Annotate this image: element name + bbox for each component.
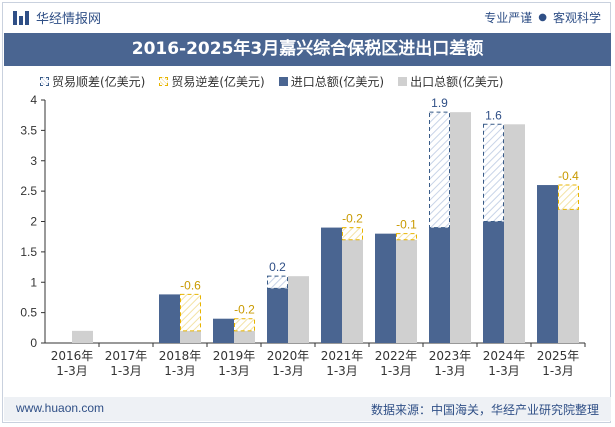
x-tick-label: 2019年: [213, 349, 256, 363]
legend-swatch-deficit: [159, 77, 169, 86]
y-tick-label: 3: [30, 154, 37, 168]
tagline: 专业严谨 ● 客观科学: [484, 9, 601, 26]
legend-item-export: 出口总额(亿美元): [398, 73, 504, 90]
labels-group: -0.6 -0.2 0.2 -0.2 -0.1 1.9 1.6 -0.4: [180, 96, 579, 317]
x-tick-label: 1-3月: [434, 364, 466, 378]
tagline-separator: ●: [538, 12, 547, 23]
bars-group: [72, 111, 579, 344]
import-bar: [321, 227, 342, 343]
import-bar: [483, 221, 504, 343]
import-bar: [267, 288, 288, 343]
x-tick-label: 2022年: [375, 349, 418, 363]
import-bar: [213, 318, 234, 343]
x-tick-label: 2020年: [267, 349, 310, 363]
logo-icon: [12, 9, 30, 27]
deficit-data-label: -0.4: [558, 169, 579, 183]
x-tick-label: 1-3月: [326, 364, 358, 378]
surplus-data-label: 1.9: [431, 96, 448, 110]
x-tick-label: 1-3月: [56, 364, 88, 378]
surplus-bar: [267, 275, 288, 289]
brand[interactable]: 华经情报网: [12, 8, 101, 27]
x-tick-label: 1-3月: [110, 364, 142, 378]
deficit-data-label: -0.2: [234, 303, 255, 317]
surplus-bar: [429, 111, 450, 229]
deficit-bar: [342, 227, 363, 241]
export-bar: [504, 124, 525, 343]
import-bar: [537, 185, 558, 343]
deficit-data-label: -0.6: [180, 278, 201, 292]
x-tick-label: 1-3月: [272, 364, 304, 378]
import-bar: [429, 227, 450, 343]
import-bar: [375, 233, 396, 343]
y-tick-label: 2: [30, 215, 37, 229]
legend: 贸易顺差(亿美元) 贸易逆差(亿美元) 进口总额(亿美元) 出口总额(亿美元): [40, 73, 504, 90]
export-bar: [450, 112, 471, 344]
legend-swatch-export: [398, 77, 408, 86]
y-tick-label: 0: [30, 336, 37, 350]
chart-title: 2016-2025年3月嘉兴综合保税区进出口差额: [4, 33, 611, 66]
surplus-data-label: 0.2: [269, 260, 286, 274]
legend-label-deficit: 贸易逆差(亿美元): [171, 75, 265, 89]
axes: 00.511.522.533.542016年1-3月2017年1-3月2018年…: [20, 93, 586, 378]
y-tick-label: 1: [30, 275, 37, 289]
tagline-left: 专业严谨: [484, 11, 533, 25]
export-bar: [180, 330, 201, 343]
x-tick-label: 2024年: [483, 349, 526, 363]
y-tick-label: 2.5: [20, 184, 37, 198]
y-tick-label: 1.5: [20, 245, 37, 259]
footer: www.huaon.com 数据来源：中国海关，华经产业研究院整理: [4, 397, 611, 421]
export-bar: [72, 330, 93, 343]
deficit-data-label: -0.2: [342, 212, 363, 226]
x-tick-label: 1-3月: [164, 364, 196, 378]
legend-label-export: 出口总额(亿美元): [410, 75, 504, 89]
legend-label-import: 进口总额(亿美元): [290, 75, 385, 89]
deficit-bar: [234, 318, 255, 332]
x-tick-label: 2023年: [429, 349, 472, 363]
x-tick-label: 2025年: [537, 349, 580, 363]
x-tick-label: 1-3月: [380, 364, 412, 378]
top-bar: 华经情报网 专业严谨 ● 客观科学: [0, 0, 615, 33]
legend-item-deficit: 贸易逆差(亿美元): [159, 73, 265, 90]
legend-item-import: 进口总额(亿美元): [278, 73, 385, 90]
x-tick-label: 2017年: [105, 349, 148, 363]
x-tick-label: 2018年: [159, 349, 202, 363]
surplus-data-label: 1.6: [485, 108, 502, 122]
y-tick-label: 3.5: [20, 123, 37, 137]
y-tick-label: 4: [30, 93, 37, 107]
import-bar: [159, 294, 180, 343]
x-tick-label: 1-3月: [488, 364, 520, 378]
export-bar: [396, 239, 417, 343]
footer-website[interactable]: www.huaon.com: [16, 401, 105, 415]
deficit-bar: [396, 233, 417, 241]
x-tick-label: 1-3月: [218, 364, 250, 378]
export-bar: [558, 209, 579, 343]
legend-item-surplus: 贸易顺差(亿美元): [40, 73, 145, 90]
deficit-data-label: -0.1: [396, 218, 417, 232]
chart-frame: [2, 2, 611, 423]
legend-swatch-import: [278, 77, 288, 86]
export-bar: [288, 276, 309, 343]
brand-name: 华经情报网: [36, 12, 102, 27]
y-tick-label: 0.5: [20, 306, 37, 320]
tagline-right: 客观科学: [552, 11, 601, 25]
legend-swatch-surplus: [40, 77, 49, 86]
x-tick-label: 1-3月: [542, 364, 574, 378]
deficit-bar: [558, 184, 579, 210]
export-bar: [234, 330, 255, 343]
surplus-bar: [483, 123, 504, 222]
legend-label-surplus: 贸易顺差(亿美元): [52, 75, 146, 89]
export-bar: [342, 239, 363, 343]
x-tick-label: 2021年: [321, 349, 364, 363]
footer-source: 数据来源：中国海关，华经产业研究院整理: [370, 403, 599, 417]
deficit-bar: [180, 293, 201, 332]
x-tick-label: 2016年: [51, 349, 94, 363]
